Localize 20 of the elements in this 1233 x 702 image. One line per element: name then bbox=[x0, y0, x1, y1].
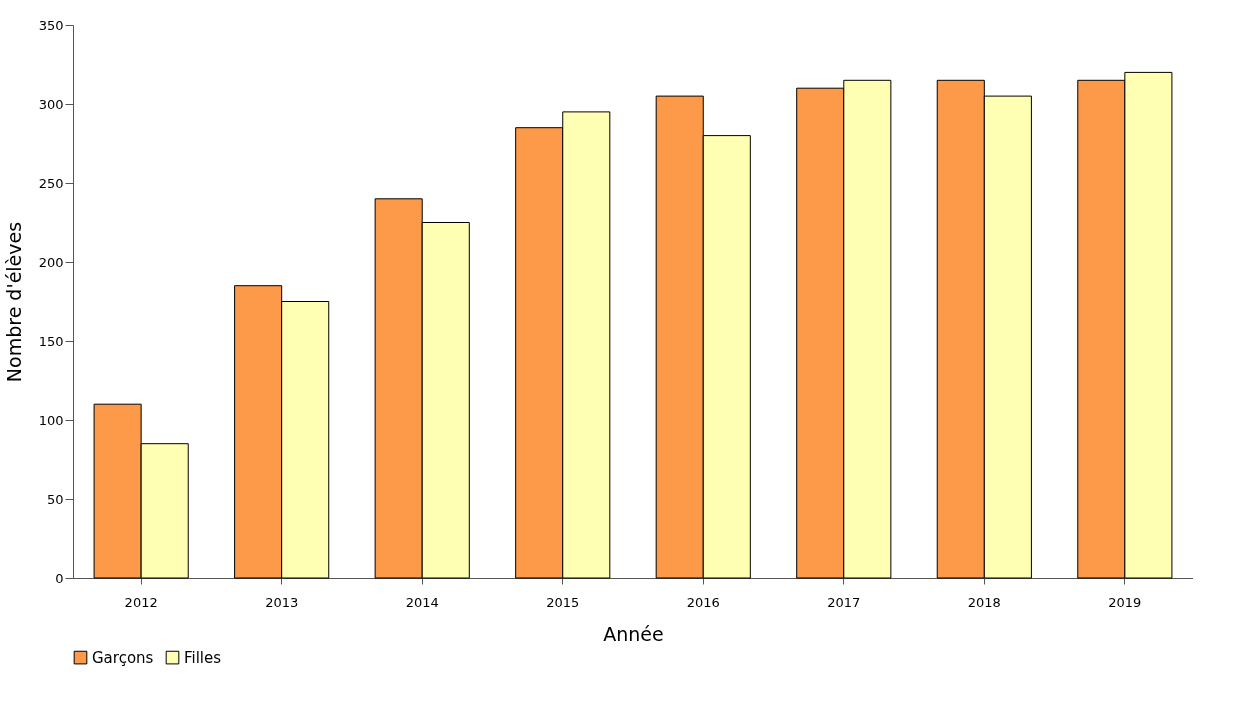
y-tick-label: 100 bbox=[38, 412, 64, 428]
x-tick-label: 2013 bbox=[265, 594, 299, 610]
y-tick-label: 350 bbox=[38, 17, 64, 33]
x-tick-label: 2014 bbox=[405, 594, 439, 610]
legend-label: Filles bbox=[184, 648, 222, 667]
x-axis-title: Année bbox=[603, 622, 664, 645]
y-tick-label: 50 bbox=[46, 491, 64, 507]
y-tick-label: 200 bbox=[38, 254, 64, 270]
legend-label: Garçons bbox=[92, 648, 154, 667]
x-tick-label: 2018 bbox=[967, 594, 1001, 610]
y-tick-label: 0 bbox=[55, 570, 64, 586]
y-axis-title: Nombre d'élèves bbox=[2, 221, 25, 383]
y-tick-label: 150 bbox=[38, 333, 64, 349]
x-tick-label: 2019 bbox=[1108, 594, 1142, 610]
x-tick-label: 2017 bbox=[827, 594, 861, 610]
x-tick-label: 2016 bbox=[686, 594, 720, 610]
x-tick-label: 2015 bbox=[546, 594, 580, 610]
x-tick-label: 2012 bbox=[124, 594, 158, 610]
y-tick-label: 300 bbox=[38, 96, 64, 112]
y-tick-label: 250 bbox=[38, 175, 64, 191]
